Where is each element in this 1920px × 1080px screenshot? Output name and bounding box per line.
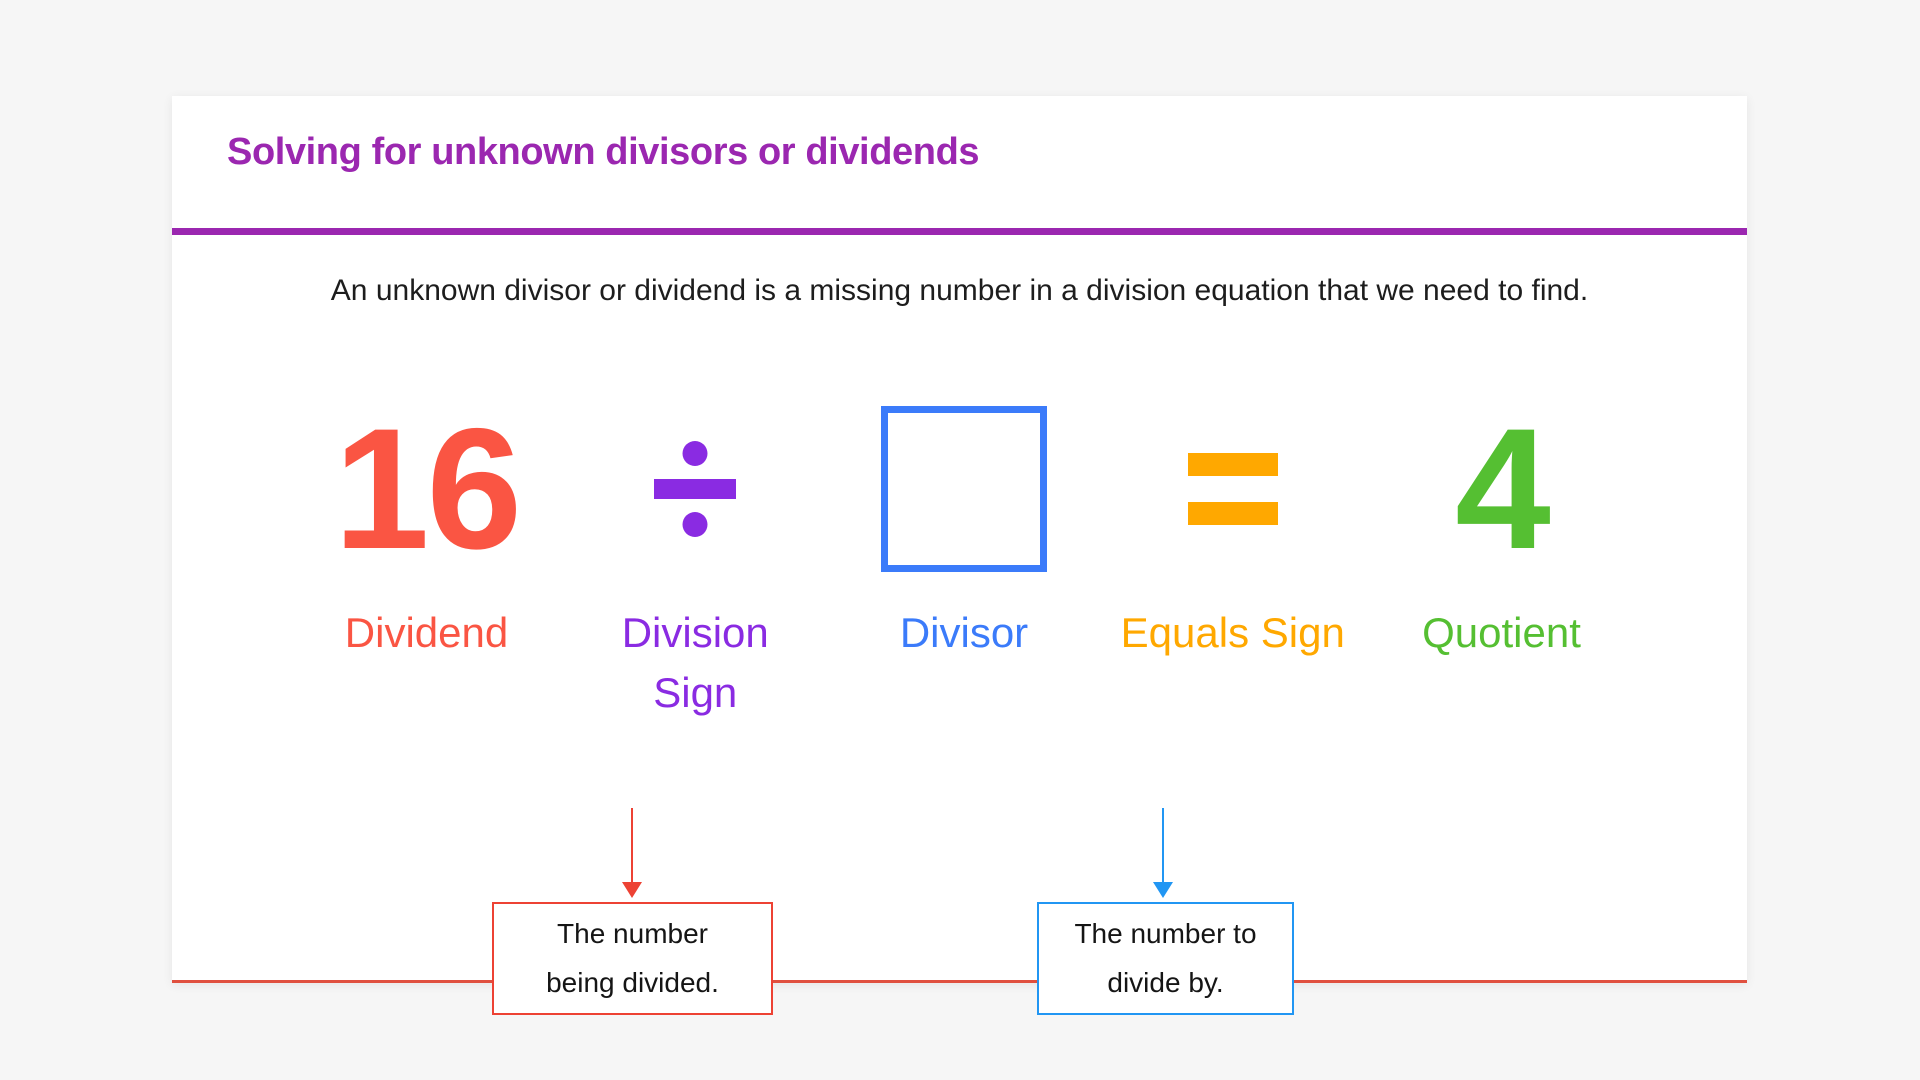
equals-sign-glyph-slot bbox=[1187, 396, 1278, 581]
divisor-arrow-head bbox=[1153, 882, 1173, 898]
equation-term-equals-sign: Equals Sign bbox=[1110, 396, 1355, 663]
dividend-arrow-icon bbox=[622, 808, 642, 898]
dividend-label: Dividend bbox=[344, 609, 509, 656]
equals-bar-bottom bbox=[1187, 501, 1278, 525]
equation-term-divisor: Divisor bbox=[842, 396, 1087, 663]
division-sign-icon bbox=[654, 437, 737, 541]
dividend-glyph-slot: 16 bbox=[333, 392, 522, 585]
slide-card: Solving for unknown divisors or dividend… bbox=[172, 96, 1747, 1015]
equation-term-division-sign: Division Sign bbox=[573, 396, 818, 722]
division-dot-bottom bbox=[682, 511, 708, 537]
equation-term-dividend: 16 Dividend bbox=[304, 396, 549, 663]
dividend-callout-line2: being divided. bbox=[546, 966, 719, 998]
divisor-arrow-icon bbox=[1153, 808, 1173, 898]
quotient-number: 4 bbox=[1455, 392, 1551, 585]
dividend-callout: The number being divided. bbox=[492, 902, 773, 1015]
unknown-divisor-box[interactable] bbox=[881, 405, 1047, 572]
equation-row: 16 Dividend Division Sign bbox=[304, 396, 1624, 722]
divisor-callout: The number to divide by. bbox=[1037, 902, 1294, 1015]
title-divider bbox=[172, 228, 1747, 235]
division-bar bbox=[654, 478, 737, 499]
divisor-callout-line1: The number to bbox=[1074, 918, 1257, 950]
equals-sign-label: Equals Sign bbox=[1120, 609, 1345, 656]
dividend-callout-line1: The number bbox=[557, 918, 708, 950]
intro-description: An unknown divisor or dividend is a miss… bbox=[330, 274, 1589, 307]
divisor-label: Divisor bbox=[899, 609, 1029, 656]
dividend-number: 16 bbox=[333, 392, 522, 585]
dividend-arrow-head bbox=[622, 882, 642, 898]
divisor-glyph-slot bbox=[881, 396, 1047, 581]
equals-sign-icon bbox=[1187, 452, 1278, 525]
page-title: Solving for unknown divisors or dividend… bbox=[227, 131, 980, 173]
quotient-label: Quotient bbox=[1422, 609, 1581, 656]
quotient-glyph-slot: 4 bbox=[1455, 392, 1551, 585]
division-sign-label: Division Sign bbox=[621, 609, 769, 716]
division-dot-top bbox=[682, 440, 708, 466]
card-header: Solving for unknown divisors or dividend… bbox=[172, 96, 1747, 235]
equation-term-quotient: 4 Quotient bbox=[1379, 396, 1624, 663]
divisor-arrow-shaft bbox=[1162, 808, 1164, 882]
equals-bar-top bbox=[1187, 452, 1278, 476]
dividend-arrow-shaft bbox=[631, 808, 633, 882]
divisor-callout-line2: divide by. bbox=[1107, 966, 1224, 998]
division-sign-glyph-slot bbox=[654, 396, 737, 581]
